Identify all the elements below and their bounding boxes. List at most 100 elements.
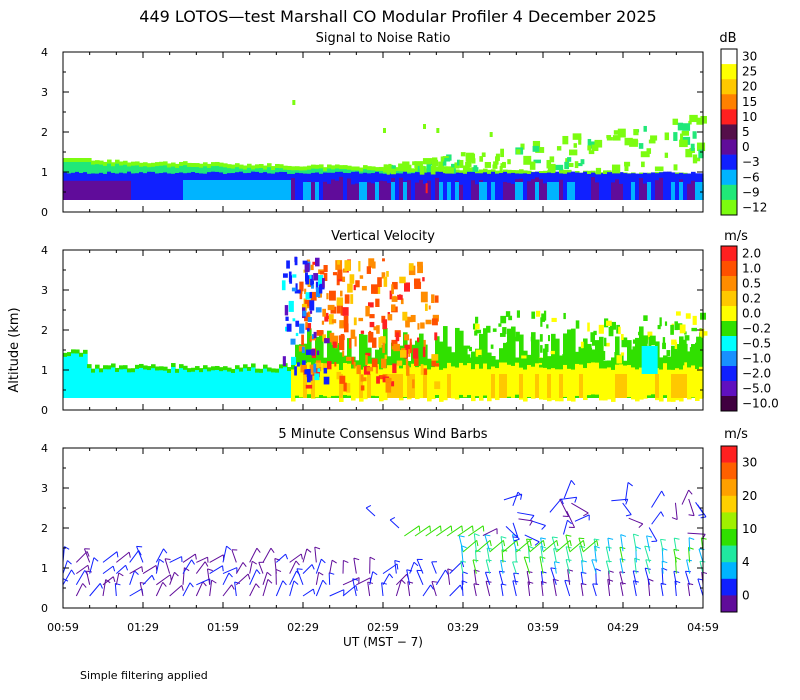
wind-barb: [302, 548, 308, 563]
snr-cell: [624, 137, 633, 146]
velocity-cell: [123, 369, 128, 398]
snr-cell: [635, 180, 640, 200]
velocity-cell: [562, 354, 567, 360]
wind-barb: [580, 572, 584, 585]
velocity-cell: [503, 374, 508, 398]
snr-cell: [659, 177, 664, 200]
velocity-cell: [79, 356, 84, 398]
velocity-cell: [479, 333, 484, 398]
colorbar-frame: [720, 445, 738, 613]
wind-barb: [461, 561, 465, 568]
wind-barb: [67, 560, 72, 565]
wind-barb: [235, 573, 249, 586]
snr-cell: [367, 182, 372, 200]
wind-barb: [342, 577, 360, 586]
wind-barb: [164, 558, 171, 560]
wind-barb: [395, 579, 402, 597]
wind-barb: [661, 561, 664, 574]
colorbar-label: 5: [742, 125, 750, 139]
wind-barb: [484, 572, 491, 585]
velocity-cell: [383, 276, 388, 287]
velocity-cell: [474, 323, 480, 330]
velocity-cell: [310, 264, 314, 271]
velocity-cell: [361, 377, 367, 382]
wind-barb: [476, 540, 479, 547]
wind-barb: [353, 558, 357, 574]
velocity-cell: [431, 355, 437, 367]
velocity-cell: [380, 336, 386, 344]
velocity-cell: [393, 343, 400, 352]
velocity-cell: [618, 326, 621, 335]
velocity-cell: [267, 371, 272, 398]
colorbar-swatch: [721, 276, 737, 292]
velocity-cell: [299, 281, 304, 292]
velocity-cell: [409, 342, 412, 353]
wind-barb: [86, 570, 92, 573]
snr-cell: [689, 114, 698, 123]
velocity-cell: [290, 338, 296, 345]
velocity-cell: [539, 357, 545, 363]
wind-barb: [476, 540, 491, 553]
velocity-cell: [431, 354, 439, 361]
velocity-cell: [632, 339, 639, 344]
velocity-cell: [699, 366, 704, 399]
velocity-cell: [467, 345, 471, 349]
velocity-cell: [163, 370, 168, 398]
velocity-cell: [343, 382, 347, 392]
wind-barb: [249, 583, 257, 597]
wind-barb: [235, 562, 244, 574]
wind-barb: [688, 537, 691, 552]
snr-cell: [71, 180, 76, 200]
wind-barb: [473, 569, 477, 585]
snr-cell: [463, 181, 468, 200]
wind-barb: [128, 552, 131, 558]
velocity-cell: [404, 344, 411, 354]
velocity-cell: [474, 330, 478, 336]
wind-barb: [539, 556, 544, 574]
snr-cell: [423, 124, 426, 129]
snr-cell: [79, 180, 84, 200]
velocity-cell: [515, 362, 520, 395]
wind-barb: [184, 567, 190, 572]
velocity-cell: [307, 373, 311, 383]
velocity-cell: [339, 374, 344, 398]
velocity-cell: [427, 369, 432, 402]
wind-barb: [550, 567, 557, 585]
snr-cell: [335, 180, 340, 200]
velocity-cell: [428, 305, 431, 310]
snr-cell: [523, 155, 532, 165]
wind-barb: [540, 537, 546, 540]
snr-cell: [489, 132, 493, 137]
wind-barb: [381, 582, 384, 597]
velocity-cell: [483, 328, 488, 398]
velocity-cell: [647, 331, 653, 340]
wind-barb: [231, 584, 235, 590]
velocity-cell: [531, 332, 536, 398]
snr-cell: [471, 180, 476, 200]
velocity-cell: [332, 341, 337, 348]
wind-barb: [530, 515, 535, 521]
wind-barb: [209, 554, 224, 563]
velocity-cell: [159, 370, 164, 398]
velocity-cell: [573, 353, 577, 360]
wind-barb: [169, 572, 175, 585]
wind-barb: [607, 537, 614, 540]
snr-cell: [549, 156, 555, 163]
wind-barb: [231, 549, 237, 563]
snr-cell: [627, 183, 632, 200]
wind-barb: [116, 551, 119, 558]
wind-barb: [474, 550, 477, 563]
velocity-cell: [659, 317, 662, 327]
colorbar-label: −1.0: [742, 352, 771, 366]
colorbar-label: 30: [742, 456, 757, 470]
snr-cell: [243, 180, 248, 200]
snr-cell: [462, 165, 470, 172]
velocity-cell: [563, 364, 568, 397]
wind-barb: [526, 539, 531, 552]
wind-barb: [164, 558, 171, 574]
wind-barb: [182, 567, 185, 585]
snr-cell: [511, 183, 516, 200]
velocity-cell: [294, 257, 298, 261]
wind-barb: [142, 574, 153, 586]
velocity-cell: [603, 368, 608, 401]
